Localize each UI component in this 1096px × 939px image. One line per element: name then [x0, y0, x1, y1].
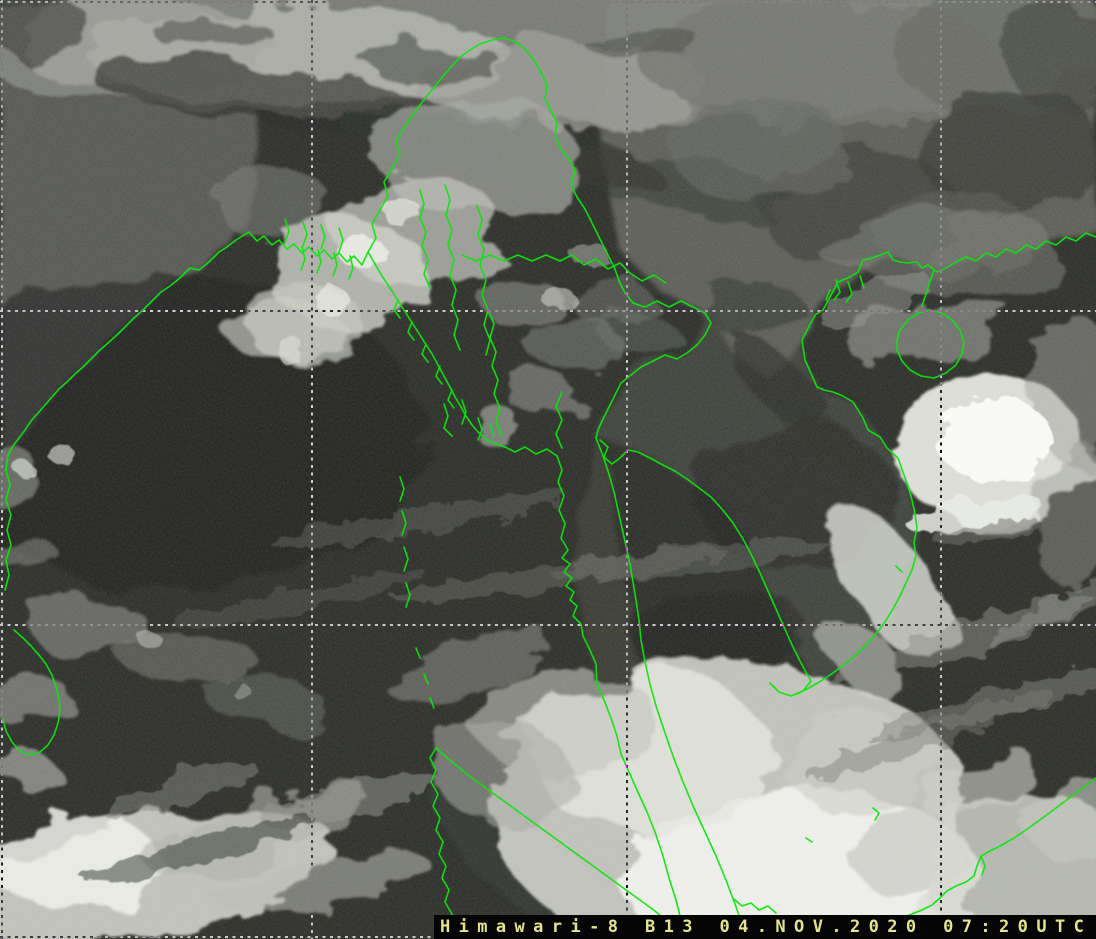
coastline-sumatra-west — [429, 747, 454, 939]
irrawaddy-delta-channels — [443, 399, 495, 441]
coastline-sumatra-northeast — [435, 747, 665, 920]
bangladesh-delta-channels — [284, 218, 354, 280]
coastline-vietnam-china — [796, 232, 1096, 695]
coastline-india — [4, 231, 250, 591]
coastline-gulf-west-malay-east — [595, 437, 747, 939]
coastline-overlay — [2, 37, 1096, 939]
coastline-bangladesh — [248, 231, 369, 266]
red-river-delta-channels — [825, 275, 865, 303]
timestamp-caption: Himawari-8 B13 04.NOV.2020 07:20UTC — [434, 915, 1096, 939]
border-myanmar-internal-2 — [444, 184, 461, 351]
nicobar-islands — [415, 647, 435, 709]
border-myanmar-internal-1 — [419, 189, 431, 289]
andaman-islands — [399, 476, 411, 608]
arakan-coast-inlets — [393, 299, 455, 409]
border-myanmar-north-east — [367, 37, 712, 439]
border-myanmar-internal-4 — [461, 254, 667, 284]
coastline-gulf-of-thailand — [599, 439, 812, 697]
coastline-borneo-northwest — [902, 777, 1096, 918]
coastline-leizhou — [921, 269, 935, 307]
border-myanmar-internal-5 — [487, 309, 503, 437]
border-thailand-myanmar — [555, 391, 563, 449]
border-myanmar-internal-3 — [476, 204, 491, 356]
coastline-hainan — [896, 309, 965, 379]
south-china-sea-islets — [805, 565, 903, 843]
coastline-tenasserim-malay-west — [556, 455, 686, 939]
coastline-sri-lanka — [2, 629, 61, 756]
